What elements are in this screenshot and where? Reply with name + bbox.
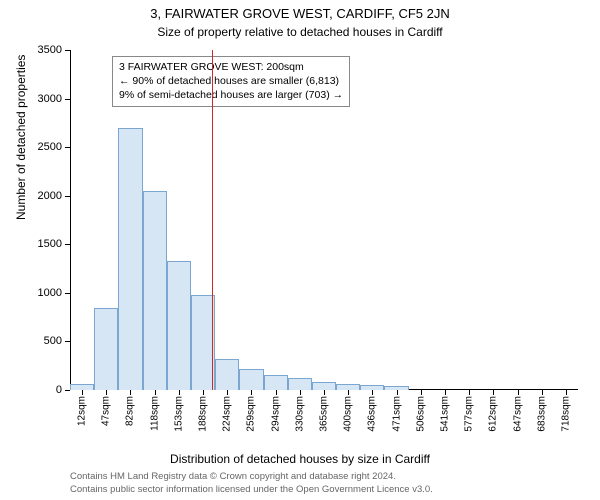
x-tick [372, 390, 373, 395]
y-tick [65, 196, 70, 197]
histogram-bar [118, 128, 142, 390]
x-tick-label: 12sqm [77, 396, 88, 426]
x-tick [493, 390, 494, 395]
x-tick [251, 390, 252, 395]
x-tick-label: 365sqm [319, 396, 330, 432]
x-axis-label: Distribution of detached houses by size … [0, 452, 600, 466]
y-tick [65, 293, 70, 294]
y-tick-label: 2000 [38, 190, 62, 202]
x-tick [155, 390, 156, 395]
y-tick-label: 1000 [38, 287, 62, 299]
y-tick-label: 500 [44, 335, 62, 347]
histogram-bar [94, 308, 118, 390]
x-tick [324, 390, 325, 395]
x-tick-label: 718sqm [560, 396, 571, 432]
y-tick [65, 390, 70, 391]
x-tick-label: 612sqm [488, 396, 499, 432]
footer-attribution: Contains HM Land Registry data © Crown c… [70, 471, 433, 496]
annotation-line-3: 9% of semi-detached houses are larger (7… [119, 88, 343, 102]
x-tick [445, 390, 446, 395]
x-tick [566, 390, 567, 395]
x-tick [542, 390, 543, 395]
histogram-bar [215, 359, 239, 390]
histogram-bar [312, 382, 336, 390]
y-tick-label: 3000 [38, 93, 62, 105]
x-tick-label: 400sqm [343, 396, 354, 432]
x-tick-label: 188sqm [198, 396, 209, 432]
y-tick-label: 1500 [38, 238, 62, 250]
x-tick [276, 390, 277, 395]
y-axis-label: Number of detached properties [14, 55, 28, 220]
x-tick-label: 436sqm [367, 396, 378, 432]
x-tick [203, 390, 204, 395]
histogram-bar [167, 261, 191, 390]
histogram-bar [143, 191, 167, 390]
x-tick [518, 390, 519, 395]
chart-title-address: 3, FAIRWATER GROVE WEST, CARDIFF, CF5 2J… [0, 0, 600, 21]
y-tick [65, 50, 70, 51]
y-tick-label: 2500 [38, 141, 62, 153]
x-tick-label: 47sqm [101, 396, 112, 426]
x-tick-label: 683sqm [536, 396, 547, 432]
x-tick-label: 294sqm [270, 396, 281, 432]
x-tick [227, 390, 228, 395]
x-tick [397, 390, 398, 395]
x-tick [82, 390, 83, 395]
reference-line [212, 50, 213, 390]
footer-line-1: Contains HM Land Registry data © Crown c… [70, 471, 433, 483]
x-tick-label: 647sqm [512, 396, 523, 432]
y-tick-label: 3500 [38, 44, 62, 56]
x-tick-label: 506sqm [415, 396, 426, 432]
x-tick-label: 224sqm [222, 396, 233, 432]
x-tick-label: 153sqm [173, 396, 184, 432]
x-tick-label: 541sqm [439, 396, 450, 432]
footer-line-2: Contains public sector information licen… [70, 484, 433, 496]
y-tick [65, 147, 70, 148]
x-tick [106, 390, 107, 395]
x-tick-label: 577sqm [464, 396, 475, 432]
x-tick [469, 390, 470, 395]
x-tick [300, 390, 301, 395]
x-tick [421, 390, 422, 395]
x-tick-label: 118sqm [149, 396, 160, 431]
property-size-chart: 3, FAIRWATER GROVE WEST, CARDIFF, CF5 2J… [0, 0, 600, 500]
x-tick-label: 330sqm [294, 396, 305, 432]
x-tick [130, 390, 131, 395]
annotation-line-2: ← 90% of detached houses are smaller (6,… [119, 74, 343, 88]
x-tick-label: 82sqm [125, 396, 136, 426]
y-tick-label: 0 [56, 384, 62, 396]
x-tick [179, 390, 180, 395]
x-tick-label: 471sqm [391, 396, 402, 432]
chart-title-subtitle: Size of property relative to detached ho… [0, 21, 600, 39]
annotation-line-1: 3 FAIRWATER GROVE WEST: 200sqm [119, 60, 343, 74]
x-tick [348, 390, 349, 395]
histogram-bar [288, 378, 312, 390]
plot-area: 3 FAIRWATER GROVE WEST: 200sqm ← 90% of … [70, 50, 578, 390]
histogram-bar [239, 369, 263, 390]
y-tick [65, 341, 70, 342]
annotation-box: 3 FAIRWATER GROVE WEST: 200sqm ← 90% of … [112, 56, 350, 107]
histogram-bar [264, 375, 288, 390]
y-tick [65, 244, 70, 245]
x-tick-label: 259sqm [246, 396, 257, 432]
y-tick [65, 99, 70, 100]
